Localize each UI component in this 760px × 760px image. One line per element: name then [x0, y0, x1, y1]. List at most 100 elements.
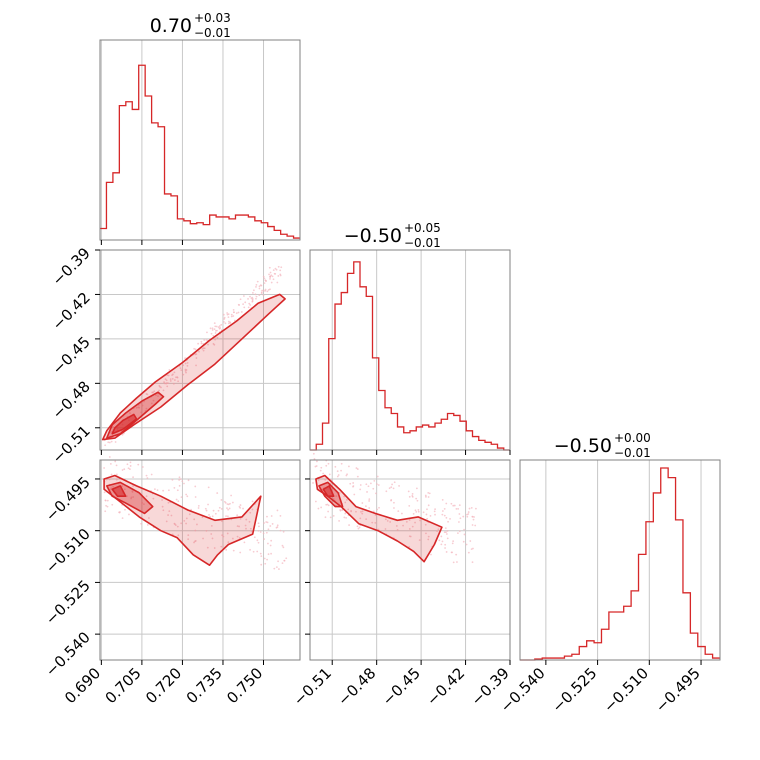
sample-point: [414, 509, 417, 512]
sample-point: [118, 511, 121, 514]
sample-point: [165, 520, 168, 523]
sample-point: [249, 548, 251, 551]
sample-point: [184, 368, 187, 371]
sample-point: [207, 486, 210, 489]
panel-border: [309, 459, 511, 661]
sample-point: [356, 475, 359, 478]
sample-point: [212, 509, 215, 512]
sample-point: [185, 522, 188, 525]
x-tick-label-p2: −0.510: [600, 664, 652, 716]
sample-point: [411, 494, 414, 497]
sample-point: [397, 510, 400, 513]
panel-border: [99, 459, 301, 661]
sample-point: [274, 267, 277, 270]
sample-point: [267, 542, 269, 545]
sample-point: [359, 488, 362, 491]
sample-point: [257, 522, 260, 525]
sample-point: [145, 474, 148, 477]
sample-point: [129, 468, 131, 471]
sample-point: [182, 373, 185, 376]
sample-point: [260, 555, 263, 558]
sample-point: [112, 426, 115, 429]
sample-point: [462, 540, 465, 543]
sample-point: [132, 496, 135, 498]
sample-point: [348, 524, 351, 526]
sample-point: [450, 551, 453, 554]
sample-point: [137, 406, 140, 409]
sample-point: [177, 500, 180, 503]
sample-point: [347, 508, 350, 511]
sample-point: [197, 342, 200, 345]
sample-point: [444, 547, 446, 549]
sample-point: [220, 499, 223, 501]
sample-point: [169, 378, 172, 381]
sample-point: [109, 462, 112, 465]
sample-point: [187, 534, 190, 537]
sample-point: [361, 512, 364, 515]
sample-point: [184, 357, 186, 360]
sample-point: [253, 536, 256, 539]
sample-point: [228, 320, 230, 323]
sample-point: [121, 469, 124, 471]
sample-point: [245, 518, 248, 521]
sample-point: [398, 485, 400, 487]
sample-point: [187, 538, 190, 541]
sample-point: [276, 526, 279, 528]
sample-point: [465, 543, 468, 546]
sample-point: [319, 469, 322, 472]
sample-point: [259, 531, 262, 533]
sample-point: [255, 283, 258, 286]
sample-point: [233, 319, 236, 322]
x-tick-label-p2: −0.495: [652, 664, 704, 716]
sample-point: [415, 497, 418, 500]
sample-point: [158, 384, 161, 387]
sample-point: [317, 479, 320, 482]
contour-outer: [101, 293, 286, 441]
sample-point: [205, 529, 208, 532]
sample-point: [202, 537, 204, 540]
sample-point: [239, 504, 242, 506]
sample-point: [165, 382, 168, 384]
sample-point: [270, 552, 272, 555]
sample-point: [436, 530, 439, 533]
sample-point: [249, 304, 252, 306]
sample-point: [140, 522, 143, 525]
sample-point: [260, 563, 263, 566]
sample-point: [275, 566, 278, 569]
sample-point: [141, 466, 144, 468]
sample-point: [360, 510, 362, 513]
sample-point: [445, 551, 448, 553]
sample-point: [198, 350, 200, 353]
sample-point: [243, 306, 246, 309]
panel-border: [99, 249, 301, 451]
sample-point: [152, 497, 155, 500]
sample-point: [317, 507, 320, 510]
sample-point: [388, 487, 391, 490]
sample-point: [417, 508, 420, 511]
sample-point: [168, 510, 171, 513]
sample-point: [276, 509, 279, 512]
sample-point: [222, 313, 225, 316]
sample-point: [315, 465, 318, 467]
sample-point: [214, 332, 217, 334]
sample-point: [146, 477, 149, 479]
sample-point: [110, 487, 113, 490]
sample-point: [365, 483, 368, 486]
sample-point: [345, 498, 348, 501]
sample-point: [365, 505, 367, 508]
sample-point: [121, 433, 124, 436]
sample-point: [109, 488, 112, 491]
sample-point: [260, 291, 263, 294]
sample-point: [145, 495, 148, 498]
sample-point: [449, 517, 451, 520]
sample-point: [145, 393, 148, 395]
sample-point: [361, 502, 364, 504]
sample-point: [243, 541, 246, 544]
sample-point: [112, 485, 114, 488]
sample-point: [164, 378, 167, 381]
sample-point: [445, 502, 448, 505]
sample-point: [225, 548, 228, 551]
sample-point: [343, 516, 346, 519]
sample-point: [126, 495, 128, 498]
